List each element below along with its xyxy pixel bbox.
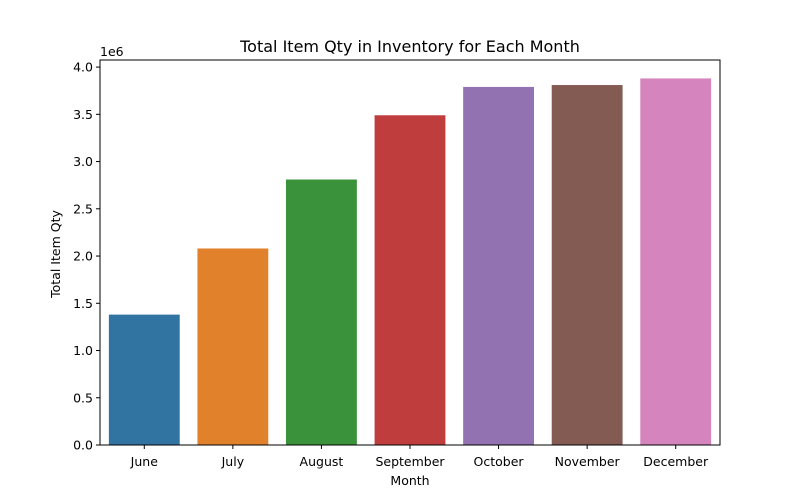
y-axis: 0.0 0.5 1.0 1.5 2.0 2.5 3.0 3.5 4.0 (73, 60, 100, 453)
y-tick-label: 0.5 (73, 390, 93, 405)
y-tick-label: 4.0 (73, 60, 93, 75)
y-tick-label: 2.0 (73, 249, 93, 264)
x-axis-label: Month (390, 473, 429, 488)
x-tick-label: June (130, 454, 159, 469)
bar-august (286, 179, 357, 446)
y-tick-label: 3.0 (73, 154, 93, 169)
x-tick-label: September (375, 454, 445, 469)
chart-title: Total Item Qty in Inventory for Each Mon… (239, 37, 580, 56)
x-tick-label: July (221, 454, 245, 469)
x-tick-label: August (300, 454, 344, 469)
bar-group (108, 78, 712, 446)
bar-july (197, 248, 269, 445)
x-tick-label: November (555, 454, 621, 469)
x-axis: June July August September October November De… (130, 445, 709, 469)
bar-november (551, 85, 623, 446)
y-offset-label: 1e6 (100, 44, 124, 59)
bar-december (640, 78, 712, 445)
y-tick-label: 2.5 (73, 201, 93, 216)
y-axis-label: Total Item Qty (48, 210, 63, 299)
y-tick-label: 3.5 (73, 107, 93, 122)
bar-october (463, 86, 534, 445)
bar-september (374, 115, 446, 446)
y-tick-label: 1.0 (73, 343, 93, 358)
bar-june (108, 314, 180, 445)
x-tick-label: December (643, 454, 709, 469)
plot-frame (99, 59, 721, 446)
y-tick-label: 0.0 (73, 438, 93, 453)
x-tick-label: October (474, 454, 525, 469)
y-tick-label: 1.5 (73, 296, 93, 311)
